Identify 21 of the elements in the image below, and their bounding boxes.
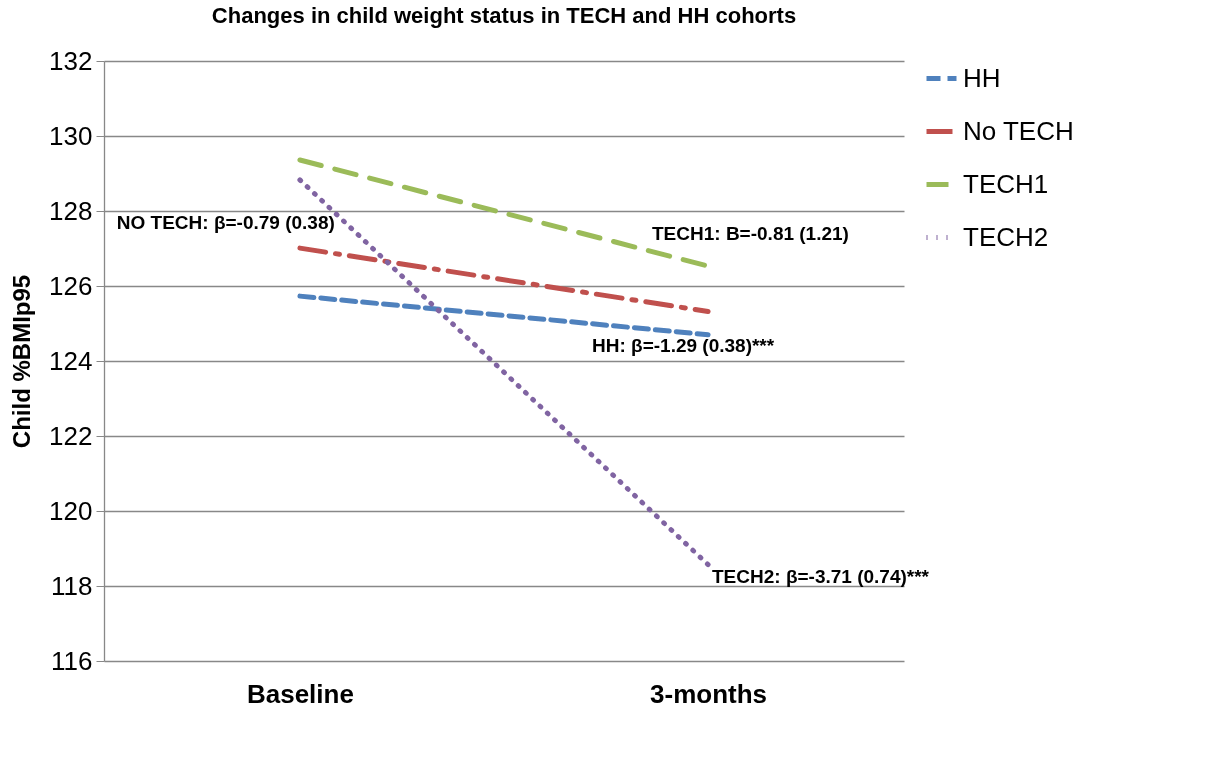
legend-label: TECH2 (963, 221, 1049, 252)
y-axis-title: Child %BMIp95 (8, 274, 36, 449)
chart-title: Changes in child weight status in TECH and HH cohorts (211, 3, 797, 28)
x-tick-label: Baseline (246, 678, 354, 709)
y-tick-label: 130 (49, 120, 93, 151)
legend-label: TECH1 (963, 168, 1049, 199)
legend-label: HH (963, 62, 1001, 93)
annotation: TECH1: B=-0.81 (1.21) (652, 222, 849, 244)
y-tick-label: 120 (49, 495, 93, 526)
annotation: HH: β=-1.29 (0.38)*** (592, 335, 775, 356)
annotation: NO TECH: β=-0.79 (0.38) (116, 212, 335, 233)
y-tick-label: 116 (51, 645, 93, 676)
y-tick-label: 128 (49, 195, 93, 226)
annotation: TECH2: β=-3.71 (0.74)*** (712, 566, 930, 587)
y-tick-label: 124 (49, 345, 93, 376)
y-tick-label: 126 (49, 270, 93, 301)
y-tick-label: 118 (51, 570, 93, 601)
y-tick-label: 132 (49, 45, 93, 76)
y-tick-label: 122 (49, 420, 93, 451)
legend-label: No TECH (963, 115, 1074, 146)
x-tick-label: 3-months (650, 678, 768, 709)
